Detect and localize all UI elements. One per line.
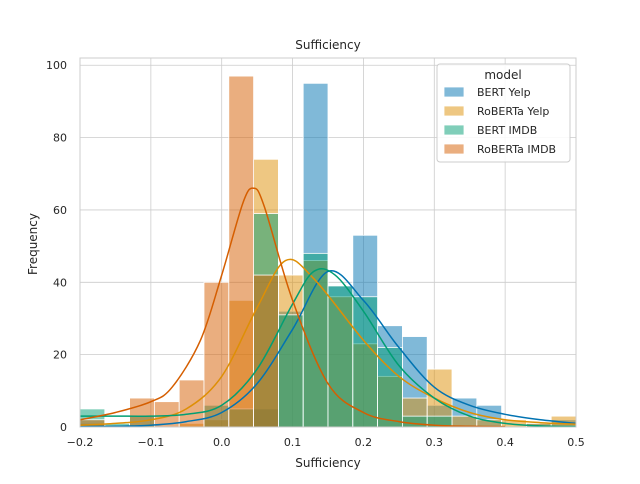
- bar-series-2: [327, 285, 354, 428]
- legend-label: RoBERTa IMDB: [477, 143, 556, 156]
- legend-swatch: [443, 105, 465, 117]
- kde-line-series-2: [80, 267, 577, 428]
- bar-series-2: [401, 415, 428, 428]
- bar-series-3: [228, 75, 255, 428]
- y-tick-label: 40: [53, 276, 67, 289]
- x-tick-label: 0.0: [213, 436, 231, 449]
- histogram-bars: [79, 75, 577, 428]
- x-tick-label: −0.2: [67, 436, 94, 449]
- y-tick-label: 100: [46, 59, 67, 72]
- y-tick-label: 80: [53, 132, 67, 145]
- x-tick-label: 0.1: [284, 436, 302, 449]
- y-tick-label: 60: [53, 204, 67, 217]
- legend-swatch: [443, 124, 465, 136]
- kde-curves: [79, 187, 577, 428]
- chart-title: Sufficiency: [295, 38, 360, 52]
- y-axis-label: Frequency: [26, 213, 40, 275]
- legend-label: BERT Yelp: [477, 86, 531, 99]
- x-axis-label: Sufficiency: [295, 456, 360, 470]
- legend-box: [436, 63, 571, 163]
- y-tick-label: 20: [53, 349, 67, 362]
- bar-series-3: [203, 281, 230, 428]
- x-tick-label: 0.3: [426, 436, 444, 449]
- tick-labels: −0.2 −0.1 0.0 0.1 0.2 0.3 0.4 0.5 0 20 40 60 80 100: [46, 59, 585, 449]
- legend-label: RoBERTa Yelp: [477, 105, 549, 118]
- x-tick-label: −0.1: [137, 436, 164, 449]
- y-tick-label: 0: [60, 421, 67, 434]
- legend-title: model: [484, 68, 521, 82]
- legend-swatch: [443, 143, 465, 155]
- kde-line-series-1: [79, 258, 577, 426]
- kde-line-series-3: [79, 187, 506, 428]
- x-tick-label: 0.2: [355, 436, 373, 449]
- bar-series-2: [352, 296, 378, 428]
- legend: model BERT Yelp RoBERTa Yelp BERT IMDB RoBE…: [436, 63, 571, 163]
- kde-line-series-0: [79, 270, 577, 428]
- plot-frame: [79, 57, 577, 428]
- bar-series-3: [253, 274, 279, 428]
- legend-label: BERT IMDB: [477, 124, 537, 137]
- legend-swatch: [443, 86, 465, 98]
- x-tick-label: 0.4: [496, 436, 514, 449]
- x-tick-label: 0.5: [567, 436, 585, 449]
